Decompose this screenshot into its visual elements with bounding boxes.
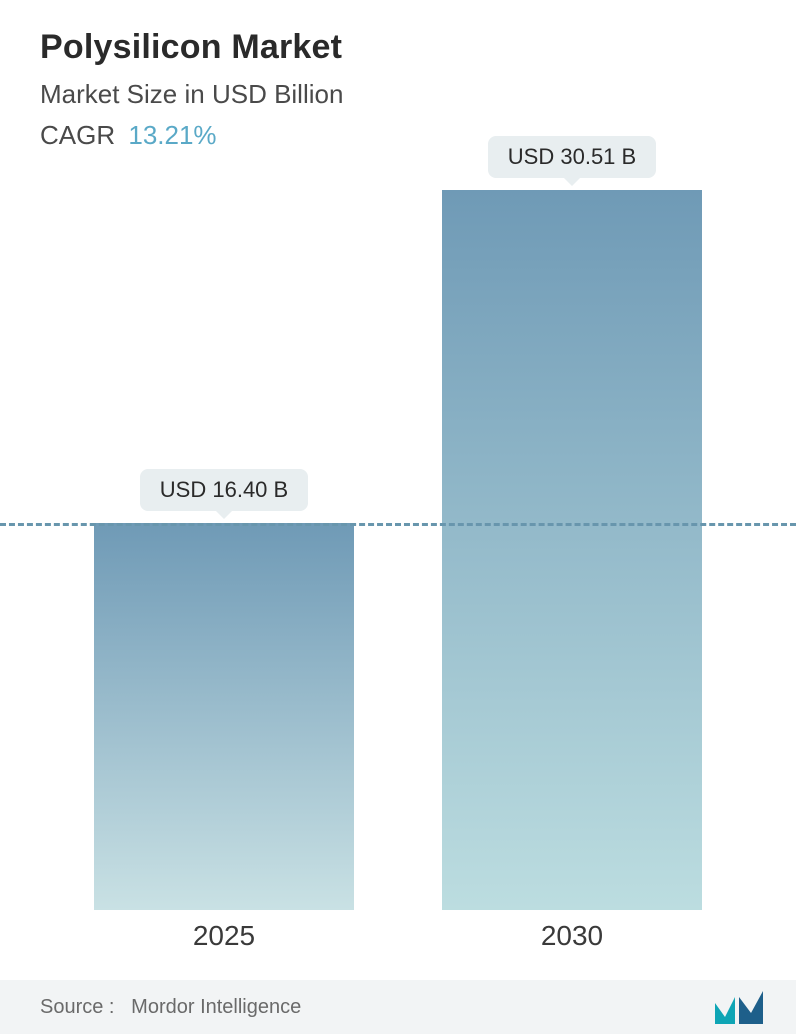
brand-logo-icon [714, 989, 768, 1025]
source-value: Mordor Intelligence [131, 996, 301, 1018]
value-pill-2025: USD 16.40 B [140, 469, 308, 511]
bar-slot-2025: USD 16.40 B [94, 523, 354, 910]
x-label-2025: 2025 [94, 920, 354, 952]
source-label: Source : [40, 996, 114, 1018]
bar-2030 [442, 190, 702, 910]
x-axis-labels: 2025 2030 [0, 920, 796, 952]
reference-line [0, 523, 796, 526]
bars-container: USD 16.40 B USD 30.51 B [0, 190, 796, 910]
cagr-value: 13.21% [128, 120, 216, 150]
bar-slot-2030: USD 30.51 B [442, 190, 702, 910]
chart-title: Polysilicon Market [40, 28, 756, 67]
x-label-2030: 2030 [442, 920, 702, 952]
chart-subtitle: Market Size in USD Billion [40, 79, 756, 110]
source-text: Source : Mordor Intelligence [40, 996, 301, 1019]
chart-footer: Source : Mordor Intelligence [0, 980, 796, 1034]
bar-2025 [94, 523, 354, 910]
chart-area: USD 16.40 B USD 30.51 B [0, 190, 796, 910]
value-pill-2030: USD 30.51 B [488, 136, 656, 178]
chart-header: Polysilicon Market Market Size in USD Bi… [0, 0, 796, 151]
cagr-label: CAGR [40, 120, 115, 150]
